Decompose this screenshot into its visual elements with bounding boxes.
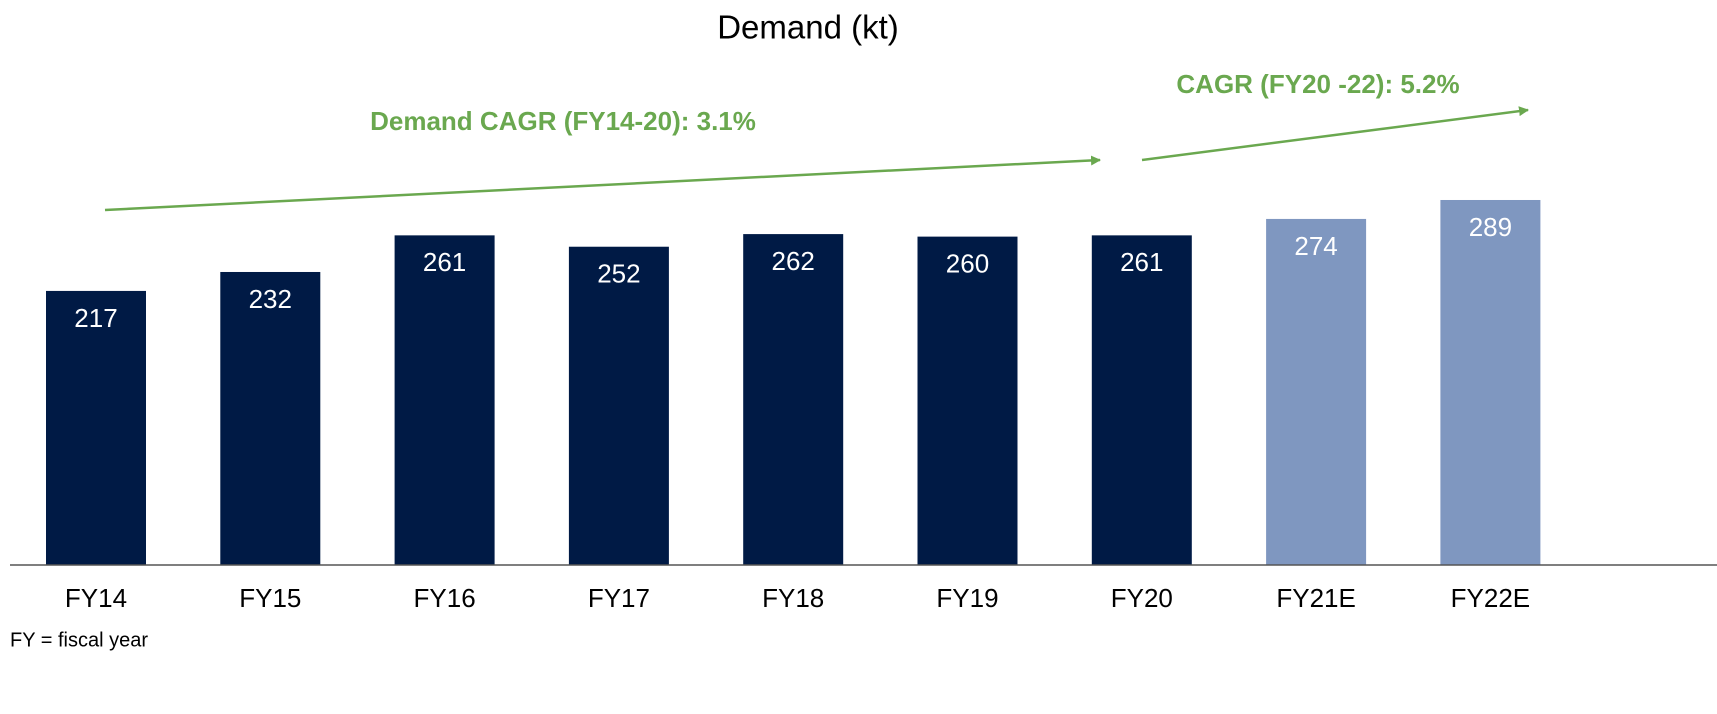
data-label: 232 xyxy=(249,284,292,314)
data-label: 289 xyxy=(1469,212,1512,242)
data-label: 261 xyxy=(423,247,466,277)
data-label: 261 xyxy=(1120,247,1163,277)
bar xyxy=(1266,218,1367,566)
x-tick-label: FY21E xyxy=(1276,583,1356,613)
annotation: CAGR (FY20 -22): 5.2% xyxy=(1176,69,1459,99)
bar xyxy=(46,290,146,565)
data-label: 252 xyxy=(597,259,640,289)
bar xyxy=(568,246,669,565)
data-label: 260 xyxy=(946,248,989,278)
x-tick-label: FY15 xyxy=(239,583,301,613)
data-label: 217 xyxy=(74,303,117,333)
x-tick-label: FY16 xyxy=(414,583,476,613)
trend-arrow xyxy=(1141,106,1529,162)
data-label: 262 xyxy=(772,246,815,276)
x-tick-label: FY18 xyxy=(762,583,824,613)
trend-arrow xyxy=(104,155,1101,212)
footnote: FY = fiscal year xyxy=(10,629,148,651)
x-tick-label: FY17 xyxy=(588,583,650,613)
data-label: 274 xyxy=(1294,231,1337,261)
bar xyxy=(743,234,844,565)
x-tick-label: FY19 xyxy=(936,583,998,613)
x-tick-label: FY20 xyxy=(1111,583,1173,613)
bar xyxy=(1440,199,1541,566)
x-tick-label: FY22E xyxy=(1451,583,1531,613)
x-tick-label: FY14 xyxy=(65,583,127,613)
annotation: Demand CAGR (FY14-20): 3.1% xyxy=(370,106,756,136)
chart-title: Demand (kt) xyxy=(717,9,899,46)
bar xyxy=(220,271,321,565)
bar xyxy=(917,236,1018,565)
bar xyxy=(394,235,495,565)
bar xyxy=(1091,235,1192,565)
